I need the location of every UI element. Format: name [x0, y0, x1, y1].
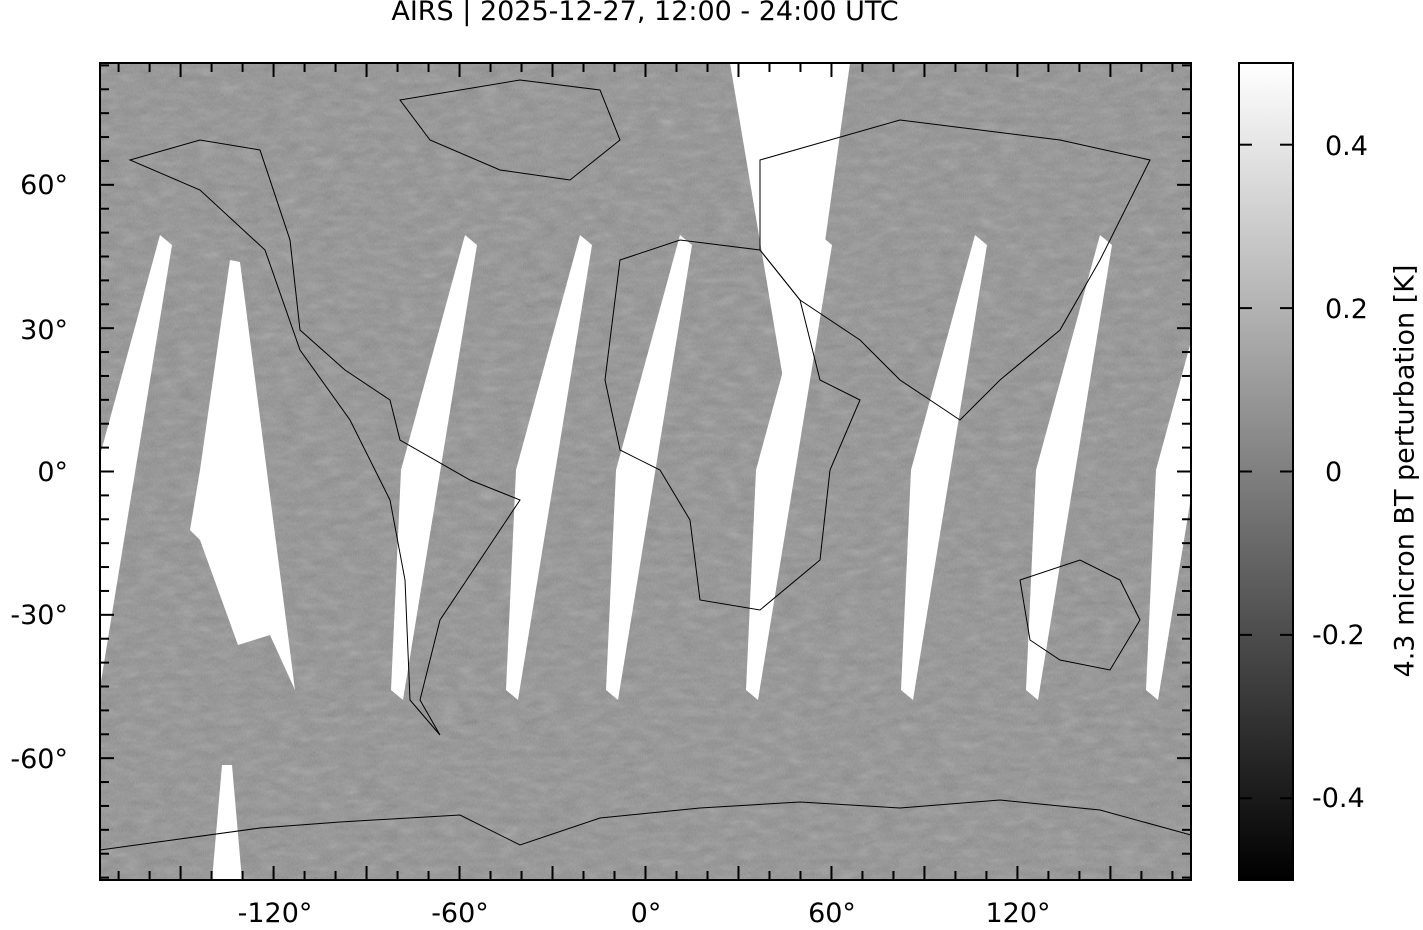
colorbar: 0.4 0.2 0 -0.2 -0.4 [1238, 62, 1368, 881]
orbit-gap [100, 235, 172, 688]
axis-ticks [100, 63, 1191, 880]
colorbar-label: 4.3 micron BT perturbation [K] [1389, 264, 1421, 678]
colorbar-ticks [1239, 143, 1293, 800]
colorbar-tick-label: 0.2 [1325, 294, 1368, 325]
orbit-gap [1146, 341, 1191, 700]
coastlines [100, 79, 1191, 851]
orbit-gap [730, 63, 850, 420]
lat-tick-label: -30° [10, 600, 68, 631]
eurasia-coast [759, 119, 1151, 421]
lat-tick-label: 30° [20, 315, 68, 346]
colorbar-tick-label: -0.2 [1312, 620, 1365, 651]
orbit-gap [212, 765, 242, 880]
plot-title: AIRS | 2025-12-27, 12:00 - 24:00 UTC [391, 0, 899, 27]
lon-tick-label: 0° [631, 898, 662, 929]
lon-tick-label: -120° [238, 898, 313, 929]
lat-tick-label: 0° [37, 457, 68, 488]
orbit-gaps [100, 63, 1191, 880]
lat-tick-label: 60° [20, 170, 68, 201]
americas-coast [128, 139, 521, 736]
lon-tick-label: -60° [431, 898, 489, 929]
colorbar-tick-label: 0.4 [1325, 131, 1368, 162]
lon-tick-label: 60° [808, 898, 856, 929]
orbit-gap [506, 235, 592, 700]
lat-tick-label: -60° [10, 744, 68, 775]
orbit-gap [746, 235, 832, 700]
australia-coast [1019, 559, 1141, 671]
axis-tick-labels: -120° -60° 0° 60° 120° 60° 30° 0° -30° -… [10, 170, 1050, 929]
antarctica-coast [100, 799, 1191, 851]
colorbar-tick-label: -0.4 [1312, 783, 1365, 814]
orbit-gap [190, 260, 295, 690]
orbit-gap [1026, 235, 1112, 700]
orbit-gap [606, 235, 692, 700]
orbit-gap [391, 235, 477, 700]
colorbar-tick-label: 0 [1325, 457, 1342, 488]
orbit-gap [901, 235, 987, 700]
greenland-coast [399, 79, 621, 181]
map-area [100, 63, 1191, 880]
lon-tick-label: 120° [985, 898, 1050, 929]
